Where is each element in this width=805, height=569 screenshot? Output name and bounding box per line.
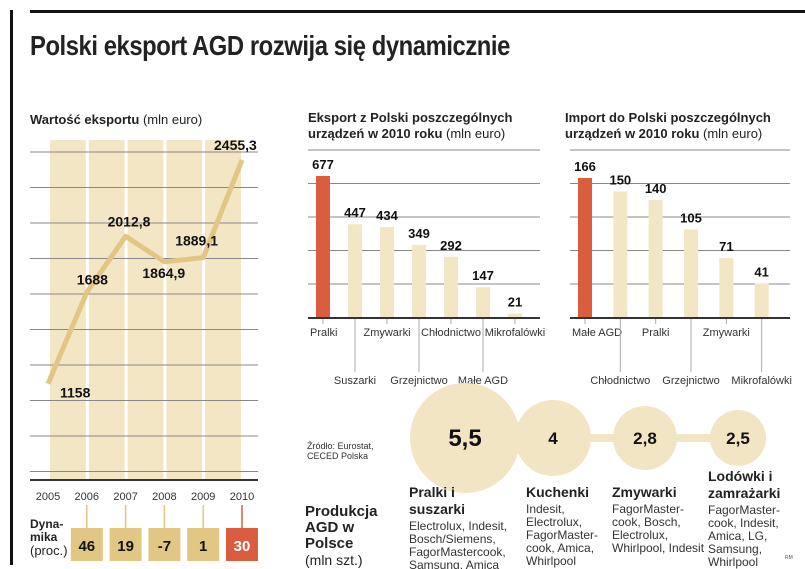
dynamics-box xyxy=(226,528,258,561)
bar-value: 434 xyxy=(376,208,398,223)
bar xyxy=(754,283,769,318)
production-value: 4 xyxy=(548,429,558,448)
category-label: Chłodnictwo xyxy=(421,327,481,339)
production-item: Kuchenki Indesit, Electrolux, FagorMaster… xyxy=(526,484,621,568)
category-label: Mikrofalówki xyxy=(485,327,546,339)
category-label: Małe AGD xyxy=(572,327,622,339)
manufacturers: FagorMaster-cook, Indesit, Amica, LG, Sa… xyxy=(708,503,781,569)
export-chart-title: Eksport z Polski poszczególnych urządzeń… xyxy=(308,110,513,141)
bar-value: 21 xyxy=(508,295,522,310)
dynamics-box xyxy=(70,528,103,561)
production-value: 5,5 xyxy=(448,425,481,452)
category-label: Pralki xyxy=(642,327,670,339)
bar xyxy=(316,176,330,318)
bar-value: 292 xyxy=(440,238,462,253)
production-bubble xyxy=(613,406,677,470)
product-name: Zmywarki xyxy=(612,484,677,500)
category-label: Pralki xyxy=(310,327,338,339)
bar xyxy=(508,313,522,318)
bar xyxy=(684,229,698,318)
dynamics-label: Dyna-mika (proc.) xyxy=(30,517,68,558)
production-value: 2,5 xyxy=(726,429,750,448)
x-tick-label: 2010 xyxy=(230,491,254,503)
dynamics-value: 46 xyxy=(78,538,95,555)
year-column xyxy=(88,140,125,480)
product-name: Kuchenki xyxy=(526,484,590,500)
x-tick-label: 2007 xyxy=(113,491,137,503)
bar xyxy=(412,244,426,318)
bar-value: 150 xyxy=(609,172,631,187)
x-tick-label: 2006 xyxy=(75,491,99,503)
dynamics-value: 1 xyxy=(199,538,207,555)
data-label: 1158 xyxy=(60,385,91,401)
year-column xyxy=(205,140,241,480)
dynamics-box xyxy=(148,528,181,561)
category-label: Zmywarki xyxy=(363,327,410,339)
top-rule xyxy=(30,10,805,13)
category-label: Chłodnictwo xyxy=(590,375,650,387)
data-label: 2012,8 xyxy=(108,213,151,229)
bar xyxy=(476,287,490,318)
manufacturers: Electrolux, Indesit, Bosch/Siemens, Fago… xyxy=(409,519,508,569)
production-item: Zmywarki FagorMaster-cook, Bosch, Electro… xyxy=(612,484,707,555)
category-label: Zmywarki xyxy=(703,327,750,339)
bar xyxy=(578,178,592,318)
bar-value: 105 xyxy=(680,210,702,225)
bar-value: 147 xyxy=(472,268,494,283)
bar xyxy=(648,199,663,318)
production-bubble xyxy=(515,400,591,476)
source-note: Źródło: Eurostat, CECED Polska xyxy=(307,441,374,461)
production-bubble xyxy=(410,383,520,493)
export-line xyxy=(45,159,245,385)
production-bubble xyxy=(710,410,766,466)
bar-value: 447 xyxy=(344,205,366,220)
dynamics-box xyxy=(109,528,142,561)
manufacturers: FagorMaster-cook, Bosch, Electrolux, Whi… xyxy=(612,502,705,555)
page-title: Polski eksport AGD rozwija się dynamiczn… xyxy=(30,30,510,61)
manufacturers: Indesit, Electrolux, FagorMaster-cook, A… xyxy=(526,502,599,568)
data-label: 1688 xyxy=(77,271,108,287)
bar xyxy=(380,226,394,318)
left-rule xyxy=(10,10,13,565)
data-label: 2455,3 xyxy=(214,137,257,153)
x-tick-label: 2009 xyxy=(191,491,215,503)
bar-value: 166 xyxy=(574,159,596,174)
year-column xyxy=(166,140,203,480)
bar-value: 677 xyxy=(312,157,334,172)
data-label: 1889,1 xyxy=(175,233,218,249)
category-label: Suszarki xyxy=(334,375,376,387)
bar xyxy=(719,258,734,318)
production-title: Produkcja AGD w Polsce (mln szt.) xyxy=(305,503,378,569)
bar-value: 349 xyxy=(408,226,430,241)
product-name: Pralki i suszarki xyxy=(409,484,466,517)
bar-value: 140 xyxy=(645,181,667,196)
product-name: Lodówki i zamrażarki xyxy=(708,468,781,501)
bar xyxy=(444,256,458,318)
line-chart-title: Wartość eksportu (mln euro) xyxy=(30,112,203,127)
category-label: Mikrofalówki xyxy=(731,375,792,387)
bar xyxy=(348,224,362,318)
data-label: 1864,9 xyxy=(142,265,185,281)
bar-value: 41 xyxy=(754,264,768,279)
x-tick-label: 2008 xyxy=(152,491,176,503)
category-label: Grzejnictwo xyxy=(390,375,447,387)
credit: RM xyxy=(785,555,793,561)
dynamics-value: 30 xyxy=(234,538,251,555)
production-item: Pralki i suszarki Electrolux, Indesit, Bo… xyxy=(409,484,514,569)
dynamics-value: 19 xyxy=(117,538,134,555)
x-tick-label: 2005 xyxy=(36,491,60,503)
dynamics-value: -7 xyxy=(158,538,171,555)
production-item: Lodówki i zamrażarki FagorMaster-cook, In… xyxy=(708,468,803,569)
category-label: Grzejnictwo xyxy=(662,375,719,387)
dynamics-box xyxy=(187,528,220,561)
production-value: 2,8 xyxy=(633,429,657,448)
year-column xyxy=(127,140,164,480)
bar-value: 71 xyxy=(719,239,733,254)
bar xyxy=(613,191,628,318)
import-chart-title: Import do Polski poszczególnych urządzeń… xyxy=(565,110,771,141)
